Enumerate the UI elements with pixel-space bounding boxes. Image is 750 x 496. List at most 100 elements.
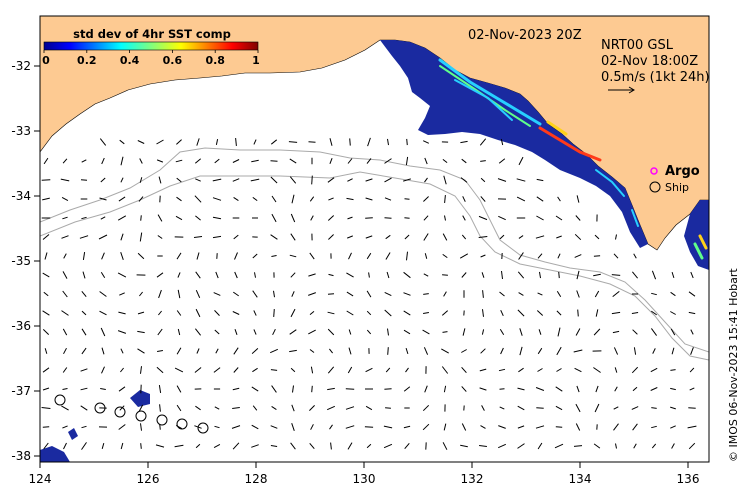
current-vector bbox=[176, 177, 182, 183]
current-vector bbox=[671, 443, 675, 449]
current-vector bbox=[384, 309, 392, 317]
current-vector bbox=[195, 405, 201, 411]
current-vector bbox=[498, 368, 506, 372]
current-vector bbox=[99, 197, 107, 201]
current-vector bbox=[252, 253, 258, 259]
current-vector bbox=[517, 387, 525, 391]
current-vector bbox=[442, 253, 448, 259]
current-vector bbox=[443, 175, 447, 185]
current-vector bbox=[594, 290, 600, 298]
current-vector bbox=[365, 405, 373, 411]
current-vector bbox=[441, 310, 449, 316]
current-vector bbox=[346, 272, 354, 278]
current-vector bbox=[327, 177, 335, 183]
current-vector bbox=[290, 367, 296, 373]
current-vector bbox=[478, 236, 488, 238]
current-vector bbox=[366, 329, 372, 335]
current-vector bbox=[462, 328, 466, 336]
current-vector bbox=[576, 290, 580, 298]
current-vector bbox=[174, 367, 184, 373]
current-vector bbox=[138, 404, 144, 412]
current-vector bbox=[536, 215, 544, 221]
current-vector bbox=[690, 271, 694, 279]
current-vector bbox=[233, 367, 239, 373]
current-vector bbox=[632, 271, 638, 279]
current-vector bbox=[231, 425, 241, 429]
current-vector bbox=[291, 194, 295, 204]
current-vector bbox=[478, 215, 488, 221]
current-vector bbox=[214, 406, 220, 410]
current-vector bbox=[234, 271, 238, 279]
current-vector bbox=[137, 140, 145, 144]
current-vector bbox=[326, 405, 336, 411]
current-vector bbox=[291, 404, 295, 412]
current-vector bbox=[650, 387, 658, 391]
current-vector bbox=[499, 406, 505, 410]
current-vector bbox=[444, 215, 446, 221]
current-vector bbox=[499, 291, 505, 297]
current-vector bbox=[539, 271, 541, 279]
ship-marker bbox=[54, 394, 66, 406]
current-vector bbox=[140, 423, 142, 431]
current-vector bbox=[462, 215, 466, 221]
current-vector bbox=[273, 309, 275, 317]
current-vector bbox=[385, 252, 391, 260]
current-vector bbox=[386, 271, 390, 279]
current-vector bbox=[120, 177, 124, 183]
current-vector bbox=[442, 233, 448, 241]
current-vector bbox=[671, 347, 675, 355]
current-vector bbox=[442, 331, 448, 333]
current-vector bbox=[62, 216, 68, 220]
current-vector bbox=[593, 328, 601, 336]
current-vector bbox=[424, 177, 428, 183]
current-vector bbox=[577, 309, 579, 317]
current-vector bbox=[365, 235, 373, 239]
current-vector bbox=[555, 215, 563, 221]
current-vector bbox=[536, 196, 544, 202]
lat-tick-label: -37 bbox=[11, 384, 31, 398]
current-vector bbox=[328, 234, 334, 240]
colorbar-title: std dev of 4hr SST comp bbox=[73, 27, 231, 41]
current-vector bbox=[43, 291, 49, 297]
current-vector bbox=[631, 312, 639, 314]
current-vector bbox=[499, 234, 505, 240]
current-vector bbox=[575, 403, 581, 413]
current-vector bbox=[120, 252, 124, 260]
current-vector bbox=[461, 272, 467, 278]
current-vectors bbox=[41, 137, 697, 450]
current-vector bbox=[633, 347, 637, 355]
current-vector bbox=[688, 291, 696, 297]
current-vector bbox=[62, 367, 68, 373]
current-vector bbox=[689, 367, 695, 373]
date-label: 02-Nov-2023 20Z bbox=[468, 28, 582, 43]
current-vector bbox=[460, 444, 468, 448]
current-vector bbox=[479, 368, 487, 372]
current-vector bbox=[498, 425, 506, 429]
current-vector bbox=[310, 424, 314, 430]
current-vector bbox=[482, 290, 484, 298]
lat-tick-label: -34 bbox=[11, 189, 31, 203]
current-vector bbox=[310, 215, 314, 221]
current-vector bbox=[346, 291, 354, 297]
current-vector bbox=[119, 139, 125, 145]
current-vector bbox=[253, 329, 257, 335]
ship-marker bbox=[156, 414, 168, 426]
current-vector bbox=[500, 138, 504, 146]
current-vector bbox=[196, 252, 200, 260]
current-vector bbox=[517, 309, 525, 317]
lon-tick-label: 132 bbox=[461, 472, 484, 486]
current-vector bbox=[461, 366, 467, 374]
current-vector bbox=[422, 404, 430, 412]
current-vector bbox=[251, 159, 259, 163]
current-vector bbox=[406, 138, 408, 146]
current-vector bbox=[309, 349, 315, 353]
current-vector bbox=[364, 426, 374, 428]
current-vector bbox=[576, 385, 580, 393]
current-vector bbox=[79, 235, 89, 239]
current-vector bbox=[43, 157, 49, 165]
lat-tick-label: -38 bbox=[11, 449, 31, 463]
current-vector bbox=[384, 291, 392, 297]
current-vector bbox=[384, 197, 392, 201]
current-vector bbox=[576, 195, 580, 203]
current-vector bbox=[384, 217, 392, 219]
